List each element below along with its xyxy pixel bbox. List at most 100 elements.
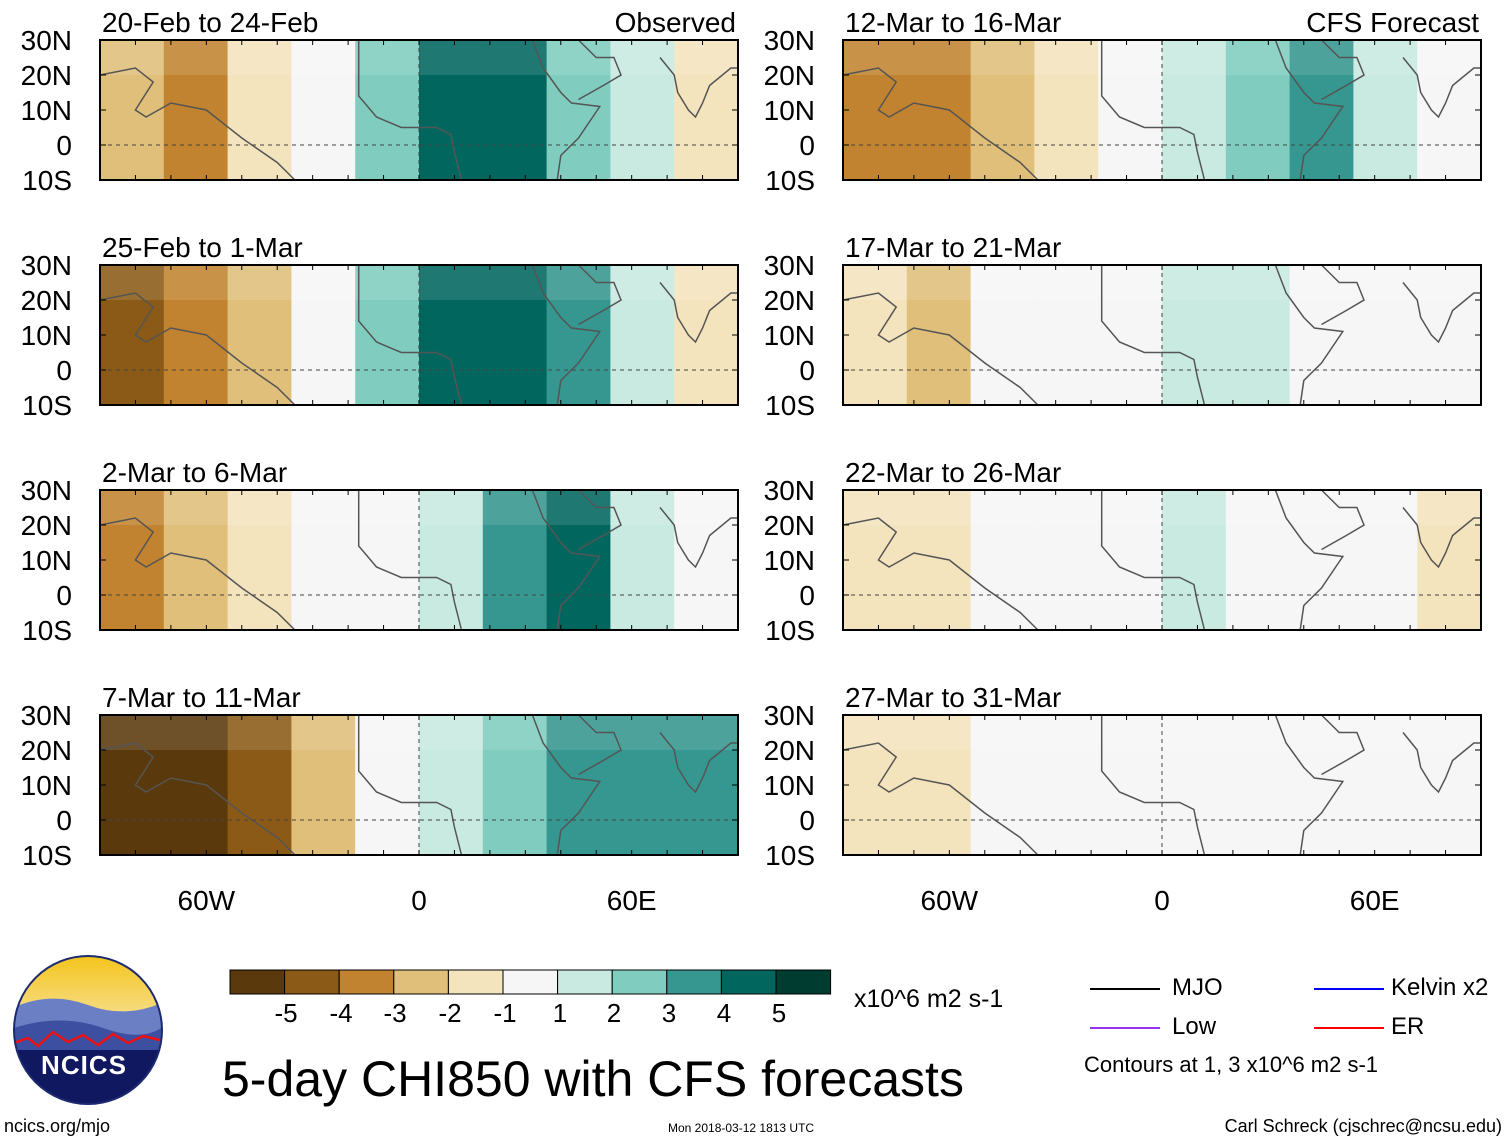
shade-band [419,40,484,180]
contour-note: Contours at 1, 3 x10^6 m2 s-1 [1084,1052,1379,1077]
shade-band [1098,490,1163,630]
shade-band [291,715,356,855]
colorbar-swatch [720,969,777,995]
colorbar-label: -4 [329,998,353,1028]
shade-band [843,715,908,855]
shade-band [843,40,908,180]
panel-period-label: 2-Mar to 6-Mar [102,457,287,488]
lat-tick-label: 0 [56,805,72,836]
lat-tick-label: 10N [21,770,72,801]
shade-band [1162,715,1227,855]
panel-1: 20-Feb to 24-Feb 30N 20N 10N 0 10S [21,7,739,196]
coastline [842,517,1039,631]
footer-site[interactable]: ncics.org/mjo [4,1116,111,1136]
panel-period-label: 17-Mar to 21-Mar [845,232,1061,263]
shade-band [291,40,356,180]
coastline [531,489,602,631]
coastline [1320,39,1365,101]
panel-period-label: 27-Mar to 31-Mar [845,682,1061,713]
shade-band [163,715,229,855]
coastline [1274,714,1345,856]
lon-tick-label: 0 [1154,885,1170,916]
legend-line-kelvin [1314,988,1384,990]
coastline [1402,507,1481,569]
shade-band [419,490,484,630]
coastline [577,714,622,776]
colorbar-label: 4 [716,998,732,1028]
ncics-logo [13,955,163,1105]
colorbar-swatch [338,969,395,995]
shade-band [1162,490,1227,630]
coastline [1100,265,1206,406]
shade-band [291,265,356,405]
colorbar-units: x10^6 m2 s-1 [854,985,1004,1013]
shade-band [1225,265,1291,405]
shade-band [227,40,292,180]
panel-8: 27-Mar to 31-Mar 30N 20N 10N 0 10S [764,682,1482,871]
coastline [1320,489,1365,551]
legend-line-er [1314,1027,1384,1029]
footer-author: Carl Schreck (cjschrec@ncsu.edu) [1224,1116,1502,1136]
shade-band [970,715,1035,855]
legend-label-low: Low [1172,1013,1217,1040]
colorbar-label: 5 [771,998,787,1028]
shade-band [1162,265,1227,405]
coastline [1402,57,1481,119]
shade-band [546,490,611,630]
panel-period-label: 25-Feb to 1-Mar [102,232,303,263]
lat-tick-label: 30N [764,250,815,281]
shade-band [163,490,229,630]
shade-band [355,715,420,855]
colorbar-swatch [557,969,613,995]
shade-band [674,265,739,405]
coastline [842,742,1039,856]
coastline [357,40,463,181]
lat-tick-label: 10S [765,390,815,421]
shade-band [906,715,972,855]
coastline [357,490,463,631]
legend-label-kelvin: Kelvin x2 [1391,974,1489,1001]
lat-tick-label: 20N [21,735,72,766]
coastline [99,67,296,181]
shade-band [546,715,611,855]
shade-band [1162,40,1227,180]
lat-tick-label: 20N [764,285,815,316]
shade-band [482,715,548,855]
shade-band [546,40,611,180]
lon-tick-label: 0 [411,885,427,916]
shade-band [1289,40,1354,180]
colorbar-swatch [447,969,504,995]
lon-tick-label: 60E [607,885,657,916]
colorbar-label: 3 [661,998,677,1028]
shade-band [843,490,908,630]
lat-tick-label: 20N [21,60,72,91]
lat-tick-label: 10S [765,840,815,871]
coastline [659,507,738,569]
panel-6: 17-Mar to 21-Mar 30N 20N 10N 0 10S [764,232,1482,421]
lat-tick-label: 10S [22,390,72,421]
legend-label-er: ER [1391,1013,1425,1040]
coastline [1274,39,1345,181]
panel-period-label: 22-Mar to 26-Mar [845,457,1061,488]
lat-tick-label: 30N [21,25,72,56]
lat-tick-label: 10S [22,165,72,196]
shade-band [1289,490,1354,630]
shade-band [1034,490,1099,630]
coastline [659,57,738,119]
shade-band [227,715,292,855]
shade-band [906,40,972,180]
shade-band [674,40,739,180]
lat-tick-label: 0 [56,130,72,161]
colorbar-swatch [502,969,559,995]
shade-band [906,490,972,630]
shade-band [1417,40,1482,180]
shade-band [355,490,420,630]
colorbar-label: 1 [552,998,568,1028]
coastline [659,282,738,344]
lat-tick-label: 30N [21,250,72,281]
shade-band [100,40,165,180]
lat-tick-label: 10N [764,545,815,576]
coastline [1100,40,1206,181]
shade-band [227,490,292,630]
